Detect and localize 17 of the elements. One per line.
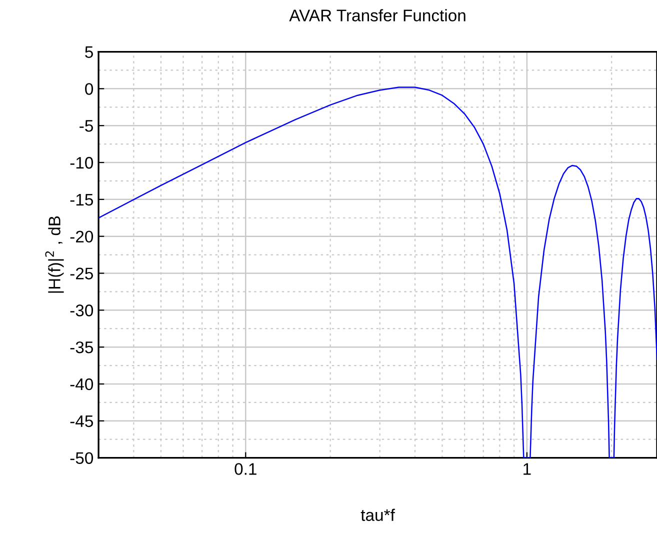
x-axis-title: tau*f xyxy=(360,508,395,521)
y-tick-label: 0 xyxy=(85,83,94,95)
x-tick-label: 1 xyxy=(524,463,531,475)
y-tick-label: -5 xyxy=(80,120,93,132)
y-tick-label: -35 xyxy=(70,341,93,354)
y-tick-label: -40 xyxy=(70,378,94,390)
y-tick-label: -50 xyxy=(70,452,94,464)
chart-title: AVAR Transfer Function xyxy=(289,9,466,22)
x-tick-label: 0.1 xyxy=(234,463,256,475)
y-tick-label: -30 xyxy=(70,304,94,316)
y-tick-label: -20 xyxy=(70,230,94,243)
y-tick-label: -15 xyxy=(70,194,93,206)
y-tick-label: -45 xyxy=(70,415,93,428)
y-tick-label: -25 xyxy=(70,268,93,280)
y-axis-title: |H(f)|$^{2}$ , dB xyxy=(45,216,64,293)
y-tick-label: -10 xyxy=(70,156,94,169)
y-tick-label: 5 xyxy=(85,46,93,58)
